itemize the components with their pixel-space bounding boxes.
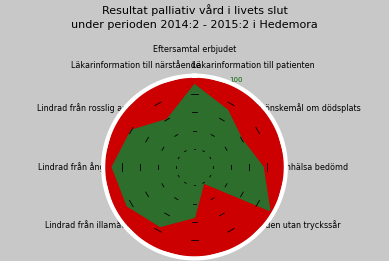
Polygon shape: [112, 85, 270, 226]
Polygon shape: [103, 76, 286, 258]
Polygon shape: [103, 76, 286, 258]
Text: Resultat palliativ vård i livets slut
under perioden 2014:2 - 2015:2 i Hedemora: Resultat palliativ vård i livets slut un…: [71, 4, 318, 30]
